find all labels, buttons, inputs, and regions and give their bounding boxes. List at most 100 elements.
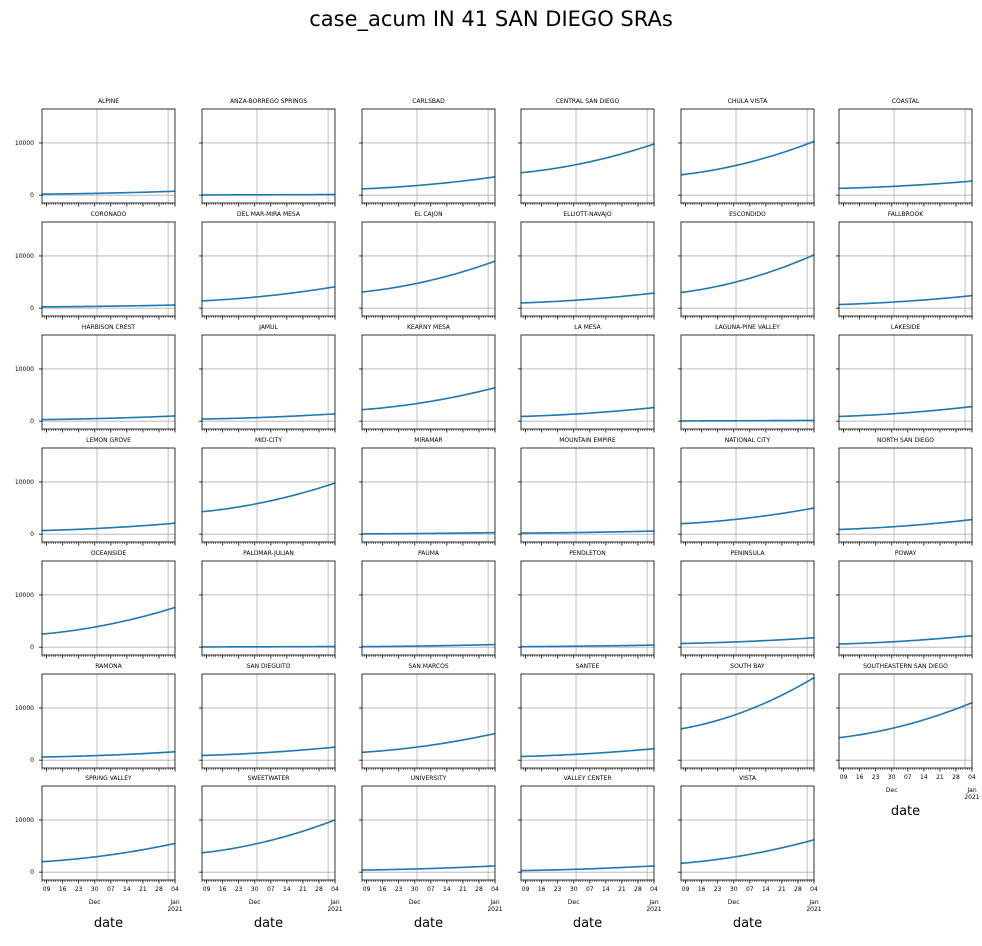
- x-tick-label: 14: [920, 774, 928, 781]
- x-tick-label: 23: [714, 886, 722, 893]
- y-tick-label: 0: [30, 305, 34, 312]
- series-line: [201, 285, 336, 302]
- x-tick-label: 16: [219, 886, 227, 893]
- axes-frame: [361, 673, 496, 769]
- series-line: [361, 386, 496, 411]
- panel: SAN DIEGUITO: [199, 663, 336, 772]
- series-line: [680, 839, 815, 865]
- axes-frame: [520, 334, 655, 430]
- x-tick-label: 28: [952, 774, 960, 781]
- x-axis-label: date: [254, 916, 283, 931]
- panel-title: CENTRAL SAN DIEGO: [556, 98, 620, 105]
- x-tick-label: 04: [650, 886, 658, 893]
- x-month-label: Jan: [329, 899, 339, 906]
- x-tick-label: 14: [283, 886, 291, 893]
- y-tick-label: 10000: [15, 705, 34, 712]
- series-line: [201, 819, 336, 854]
- panel: FALLBROOK: [836, 211, 973, 320]
- x-tick-label: 28: [315, 886, 323, 893]
- x-tick-label: 09: [43, 886, 51, 893]
- series-line: [41, 304, 176, 308]
- panel-title: SANTEE: [576, 663, 600, 670]
- axes-frame: [201, 673, 336, 769]
- panel-title: NORTH SAN DIEGO: [877, 437, 934, 444]
- panel: LEMON GROVE 0 10000: [15, 437, 176, 546]
- axes-frame: [520, 560, 655, 656]
- series-line: [838, 518, 973, 531]
- axes-frame: [680, 334, 815, 430]
- axes-frame: [680, 785, 815, 881]
- x-month-label: Jan: [808, 899, 818, 906]
- axes-frame: [361, 785, 496, 881]
- series-line: [520, 406, 655, 418]
- series-line: [520, 644, 655, 648]
- x-month-label: 2021: [327, 906, 342, 913]
- panel: MID-CITY: [199, 437, 336, 546]
- panel-title: PENDLETON: [569, 550, 606, 557]
- panel: CARLSBAD: [359, 98, 496, 207]
- series-line: [361, 732, 496, 754]
- panel-title: ANZA-BORREGO SPRINGS: [230, 98, 307, 105]
- panel-title: LA MESA: [574, 324, 601, 331]
- x-axis-label: date: [733, 916, 762, 931]
- panel: MIRAMAR: [359, 437, 496, 546]
- panel: ALPINE 0 10000: [15, 98, 176, 207]
- x-tick-label: 14: [123, 886, 131, 893]
- x-month-label: Jan: [966, 787, 976, 794]
- series-line: [680, 140, 815, 176]
- panel: SOUTH BAY: [678, 663, 815, 772]
- series-line: [838, 634, 973, 645]
- panel: SAN MARCOS: [359, 663, 496, 772]
- axes-frame: [41, 334, 176, 430]
- panel-grid: ALPINE 0 10000 ANZA-BORREGO SPRINGS CARLSBAD…: [15, 98, 980, 931]
- x-month-label: Dec: [89, 899, 101, 906]
- panel-title: PENINSULA: [731, 550, 766, 557]
- panel: ESCONDIDO: [678, 211, 815, 320]
- x-tick-label: 04: [171, 886, 179, 893]
- series-line: [361, 643, 496, 648]
- axes-frame: [361, 560, 496, 656]
- series-line: [361, 260, 496, 293]
- axes-frame: [520, 447, 655, 543]
- panel: CORONADO 0 10000: [15, 211, 176, 320]
- series-line: [680, 507, 815, 525]
- axes-frame: [838, 108, 973, 204]
- x-tick-label: 30: [91, 886, 99, 893]
- panel: NATIONAL CITY: [678, 437, 815, 546]
- x-tick-label: 16: [59, 886, 67, 893]
- panel: ANZA-BORREGO SPRINGS: [199, 98, 336, 207]
- x-tick-label: 07: [586, 886, 594, 893]
- x-tick-label: 23: [554, 886, 562, 893]
- series-line: [520, 143, 655, 174]
- x-month-label: Dec: [568, 899, 580, 906]
- panel-title: SOUTH BAY: [730, 663, 765, 670]
- x-tick-label: 21: [299, 886, 307, 893]
- x-month-label: 2021: [964, 794, 979, 801]
- y-tick-label: 0: [30, 531, 34, 538]
- panel-title: HARBISON CREST: [82, 324, 136, 331]
- x-tick-label: 21: [778, 886, 786, 893]
- panel-title: MOUNTAIN EMPIRE: [559, 437, 616, 444]
- panel: OCEANSIDE 0 10000: [15, 550, 176, 659]
- x-axis-label: date: [94, 916, 123, 931]
- y-tick-label: 0: [30, 757, 34, 764]
- series-line: [41, 606, 176, 635]
- axes-frame: [41, 785, 176, 881]
- figure-title: case_acum IN 41 SAN DIEGO SRAs: [309, 7, 673, 32]
- x-tick-label: 21: [459, 886, 467, 893]
- panel: COASTAL: [836, 98, 973, 207]
- panel-title: OCEANSIDE: [91, 550, 126, 557]
- axes-frame: [361, 447, 496, 543]
- x-tick-label: 23: [235, 886, 243, 893]
- panel-title: CORONADO: [91, 211, 127, 218]
- y-tick-label: 10000: [15, 140, 34, 147]
- panel-title: MID-CITY: [255, 437, 282, 444]
- series-line: [680, 254, 815, 294]
- panel: ELLIOTT-NAVAJO: [518, 211, 655, 320]
- x-tick-label: 04: [491, 886, 499, 893]
- x-tick-label: 21: [936, 774, 944, 781]
- panel-title: LEMON GROVE: [86, 437, 131, 444]
- panel-title: SOUTHEASTERN SAN DIEGO: [863, 663, 948, 670]
- x-tick-label: 30: [570, 886, 578, 893]
